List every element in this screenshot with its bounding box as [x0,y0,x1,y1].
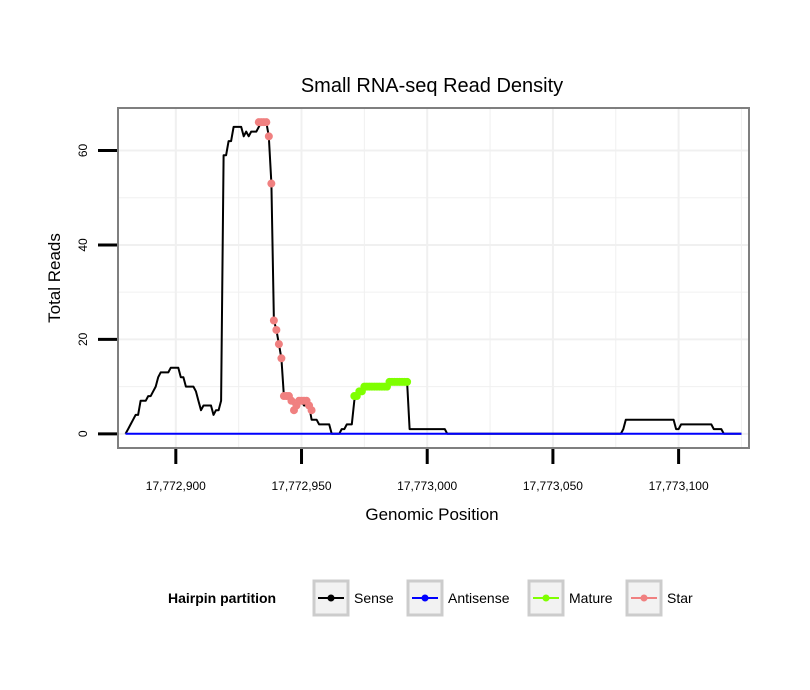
x-tick-label: 17,773,000 [397,479,457,493]
x-axis-title: Genomic Position [365,505,498,524]
data-point-star [274,340,283,349]
data-point-star [269,316,278,325]
legend-key-point-mature [542,594,550,602]
plot-panel [118,108,749,448]
legend-key-point-sense [327,594,335,602]
legend-label-sense: Sense [354,590,394,606]
y-tick-label: 20 [76,332,90,346]
x-tick-label: 17,773,050 [523,479,583,493]
y-axis-title: Total Reads [45,233,64,323]
plot-border [117,107,750,449]
legend: Hairpin partition Sense Antisense Mature St… [168,579,693,617]
data-point-star [307,406,316,415]
data-point-star [262,118,271,127]
data-point-mature [403,377,412,386]
panel-background [118,108,749,448]
legend-label-mature: Mature [569,590,613,606]
y-tick-label: 40 [76,238,90,252]
legend-title: Hairpin partition [168,590,276,606]
x-tick-label: 17,772,950 [271,479,331,493]
data-point-star [272,325,281,334]
series-star-points [254,118,316,415]
legend-key-point-antisense [421,594,429,602]
legend-label-antisense: Antisense [448,590,510,606]
chart-title: Small RNA-seq Read Density [301,75,563,97]
data-point-star [277,354,286,363]
x-tick-label: 17,772,900 [146,479,206,493]
x-tick-label: 17,773,100 [649,479,709,493]
data-point-star [267,179,276,188]
data-point-star [287,396,296,405]
y-tick-label: 60 [76,144,90,158]
legend-label-star: Star [667,590,693,606]
legend-key-point-star [640,594,648,602]
series-sense-line [124,121,742,435]
axes: 17,772,900 17,772,950 17,773,000 17,773,050… [76,144,709,493]
y-tick-label: 0 [76,430,90,437]
series-mature-points [350,377,412,401]
series-layer [124,118,742,435]
data-point-star [264,132,273,141]
